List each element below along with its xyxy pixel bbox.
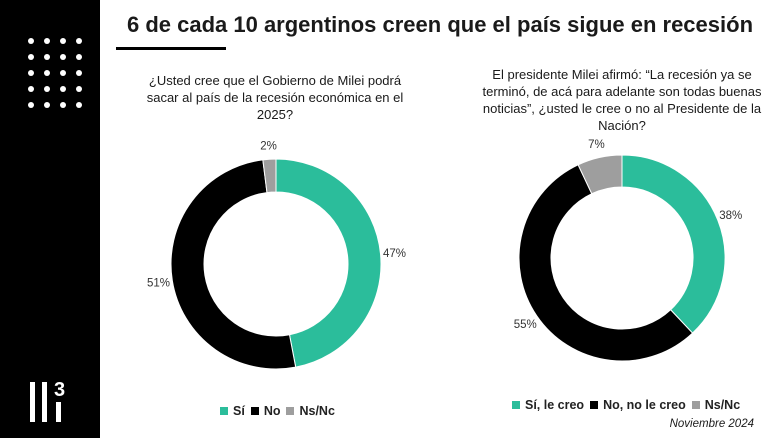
chart1-slice-nsnc: [262, 158, 277, 194]
legend-swatch-black: [590, 401, 599, 409]
legend-swatch-green: [220, 407, 228, 415]
legend-swatch-black: [250, 407, 259, 415]
page-title: 6 de cada 10 argentinos creen que el paí…: [126, 12, 754, 37]
chart2-slice-si: [621, 154, 726, 334]
legend-item: Sí: [220, 404, 245, 418]
chart1-legend: Sí No Ns/Nc: [220, 404, 341, 418]
legend-item: No, no le creo: [590, 398, 686, 412]
chart2-label-no: 55%: [514, 319, 537, 331]
legend-label: No, no le creo: [603, 398, 686, 412]
chart2-slice-nsnc: [577, 154, 623, 195]
legend-swatch-gray: [286, 407, 295, 415]
legend-item: Ns/Nc: [286, 404, 335, 418]
legend-label: No: [263, 404, 281, 418]
chart2-label-nsnc: 7%: [588, 139, 605, 151]
chart1-label-nsnc: 2%: [260, 140, 277, 152]
legend-item: Ns/Nc: [691, 398, 741, 412]
chart2-question: El presidente Milei afirmó: “La recesión…: [482, 67, 762, 133]
legend-swatch-green: [512, 401, 520, 409]
legend-item: No: [250, 404, 281, 418]
legend-label: Ns/Nc: [299, 404, 335, 418]
legend-swatch-gray: [691, 401, 700, 409]
legend-label: Sí, le creo: [525, 398, 585, 412]
chart1-slice-no: [170, 159, 297, 370]
title-underline: [116, 47, 226, 50]
chart2-label-si: 38%: [719, 210, 742, 222]
chart1-slice-si: [275, 158, 382, 368]
chart2-slice-no: [518, 164, 694, 362]
sidebar-panel: 3: [0, 0, 100, 438]
date-footer: Noviembre 2024: [669, 418, 754, 430]
donut-chart-1: 47% 51% 2%: [147, 140, 406, 370]
legend-item: Sí, le creo: [512, 398, 584, 412]
logo-text: 3: [54, 379, 65, 401]
chart2-legend: Sí, le creo No, no le creo Ns/Nc: [512, 398, 746, 412]
donut-chart-2: 38% 55% 7%: [514, 139, 742, 362]
chart1-question: ¿Usted cree que el Gobierno de Milei pod…: [146, 73, 404, 122]
legend-label: Ns/Nc: [704, 398, 741, 412]
brand-logo: 3: [30, 379, 65, 422]
legend-label: Sí: [233, 404, 245, 418]
chart1-label-si: 47%: [383, 248, 406, 260]
chart1-label-no: 51%: [147, 278, 170, 290]
dot-grid-decoration: [28, 38, 82, 108]
